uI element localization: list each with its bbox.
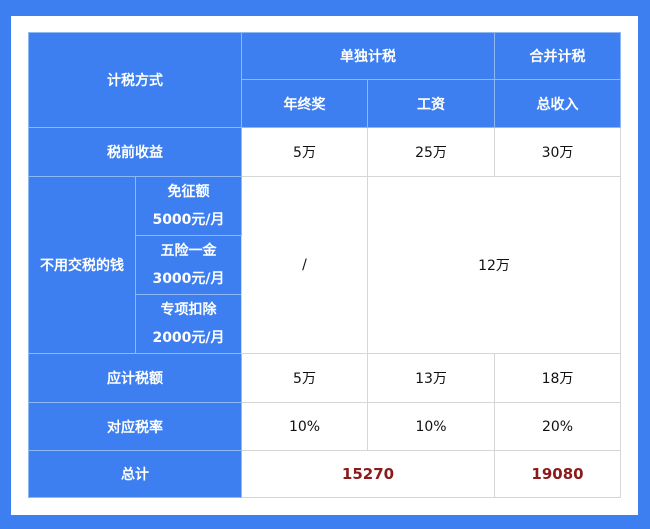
exempt-name: 五险一金 (160, 243, 217, 259)
total-combined: 19080 (494, 450, 621, 498)
row-label: 税前收益 (28, 127, 242, 177)
exempt-item: 专项扣除 2000元/月 (135, 294, 242, 354)
header-bonus: 年终奖 (241, 79, 368, 128)
row-label: 应计税额 (28, 353, 242, 403)
row-label: 总计 (28, 450, 242, 498)
cell: 12万 (367, 176, 621, 354)
header-separate: 单独计税 (241, 32, 495, 80)
table-row: 对应税率 10% 10% 20% (28, 402, 621, 451)
total-separate: 15270 (241, 450, 495, 498)
exempt-name: 免征额 (167, 184, 210, 200)
header-method: 计税方式 (28, 32, 242, 128)
table-row: 不用交税的钱 免征额 5000元/月 / 12万 (28, 176, 621, 354)
cell: / (241, 176, 368, 354)
cell: 10% (367, 402, 495, 451)
exempt-amount: 2000元/月 (152, 330, 225, 346)
exempt-amount: 3000元/月 (152, 271, 225, 287)
header-total-income: 总收入 (494, 79, 621, 128)
exempt-item: 免征额 5000元/月 (135, 176, 242, 236)
cell: 10% (241, 402, 368, 451)
cell: 5万 (241, 353, 368, 403)
header-salary: 工资 (367, 79, 495, 128)
cell: 30万 (494, 127, 621, 177)
cell: 20% (494, 402, 621, 451)
exempt-item: 五险一金 3000元/月 (135, 235, 242, 295)
row-label: 对应税率 (28, 402, 242, 451)
cell: 5万 (241, 127, 368, 177)
exempt-amount: 5000元/月 (152, 212, 225, 228)
cell: 13万 (367, 353, 495, 403)
table-row: 总计 15270 19080 (28, 450, 621, 498)
row-label: 不用交税的钱 (28, 176, 136, 354)
header-combined: 合并计税 (494, 32, 621, 80)
exempt-name: 专项扣除 (160, 302, 217, 318)
cell: 25万 (367, 127, 495, 177)
table-row: 应计税额 5万 13万 18万 (28, 353, 621, 403)
table-row: 税前收益 5万 25万 30万 (28, 127, 621, 177)
cell: 18万 (494, 353, 621, 403)
tax-comparison-table: 计税方式 单独计税 合并计税 年终奖 工资 总收入 税前收益 5万 25万 30… (28, 32, 621, 498)
